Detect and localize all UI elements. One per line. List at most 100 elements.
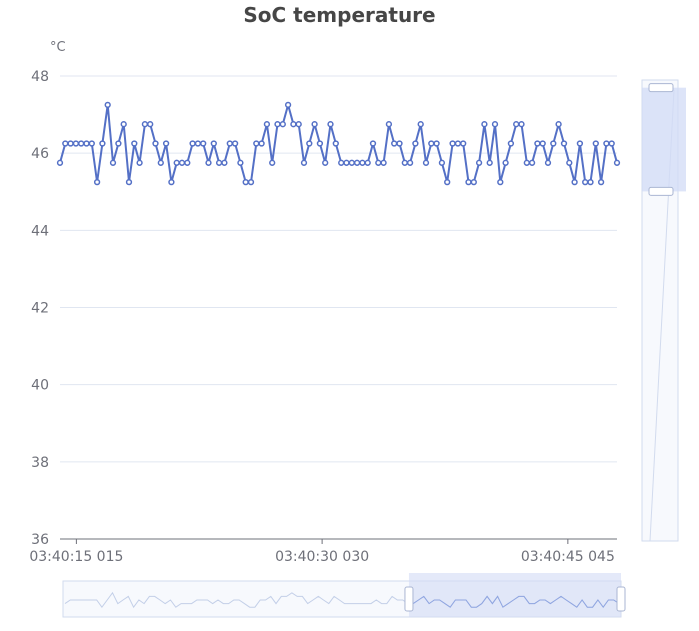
data-point xyxy=(311,121,318,128)
data-point xyxy=(226,140,233,147)
data-point xyxy=(88,140,95,147)
y-tick-label: 48 xyxy=(31,69,49,85)
data-point xyxy=(444,178,451,186)
data-point xyxy=(141,121,149,128)
y-zoom-handle-bottom[interactable] xyxy=(648,186,674,196)
data-point xyxy=(343,159,350,166)
data-point xyxy=(338,159,345,166)
data-point xyxy=(231,140,239,147)
x-tick-label: 03:40:15 015 xyxy=(29,549,123,565)
data-point xyxy=(460,140,467,147)
data-point xyxy=(263,121,271,128)
x-tick-label: 03:40:45 045 xyxy=(521,549,615,565)
data-point xyxy=(470,178,477,186)
data-point xyxy=(136,159,143,166)
data-point xyxy=(125,178,133,186)
data-point xyxy=(131,140,138,147)
data-point xyxy=(465,178,472,186)
data-point xyxy=(72,140,80,147)
data-point xyxy=(555,121,562,128)
chart-title: SoC temperature xyxy=(243,3,436,27)
data-point xyxy=(528,159,536,166)
y-zoom-handle-top[interactable] xyxy=(648,83,674,93)
data-point xyxy=(104,101,111,109)
data-point xyxy=(147,121,154,128)
data-point xyxy=(369,140,377,147)
data-point xyxy=(322,159,329,166)
data-point xyxy=(157,159,164,166)
x-zoom-preview-selected xyxy=(412,595,620,609)
data-point xyxy=(502,159,509,166)
data-point xyxy=(613,159,621,166)
data-point xyxy=(258,140,265,147)
data-point xyxy=(449,140,456,147)
x-zoom-selection[interactable] xyxy=(408,573,621,617)
data-point xyxy=(173,159,180,166)
data-point xyxy=(247,178,255,186)
data-point xyxy=(422,159,430,166)
data-point xyxy=(178,159,186,166)
data-point xyxy=(385,121,393,128)
data-point xyxy=(566,159,573,166)
data-point xyxy=(162,140,170,147)
data-point xyxy=(78,140,85,147)
data-point xyxy=(109,159,117,166)
data-point xyxy=(200,140,207,147)
data-point xyxy=(274,121,281,128)
data-point xyxy=(518,121,525,128)
data-point xyxy=(597,178,605,186)
y-tick-label: 36 xyxy=(31,532,49,548)
data-point xyxy=(221,159,228,166)
data-point xyxy=(571,178,578,186)
y-tick-label: 44 xyxy=(31,223,49,239)
data-point xyxy=(438,159,446,166)
data-point xyxy=(237,159,244,166)
data-point xyxy=(592,140,599,147)
y-tick-label: 40 xyxy=(31,378,49,394)
data-point xyxy=(215,159,223,166)
y-tick-label: 42 xyxy=(31,301,49,317)
data-point xyxy=(486,159,493,166)
data-point xyxy=(417,121,424,128)
data-point xyxy=(306,140,313,147)
data-point xyxy=(62,140,69,147)
data-point xyxy=(120,121,127,128)
data-point xyxy=(428,140,435,147)
data-point xyxy=(152,140,159,147)
data-point xyxy=(513,121,520,128)
data-point xyxy=(364,159,371,166)
data-point xyxy=(194,140,202,147)
data-point xyxy=(99,140,106,147)
data-point xyxy=(539,140,546,147)
data-point xyxy=(300,159,308,166)
data-point xyxy=(284,101,292,109)
data-point xyxy=(168,178,175,186)
data-point xyxy=(210,140,217,147)
data-point xyxy=(295,121,302,128)
data-point xyxy=(327,121,334,128)
data-point xyxy=(189,140,196,147)
x-zoom-handle-start[interactable] xyxy=(404,586,414,612)
data-point xyxy=(184,159,191,166)
data-point xyxy=(375,159,382,166)
data-point xyxy=(406,159,414,166)
data-point xyxy=(491,121,499,128)
data-point xyxy=(454,140,462,147)
data-point xyxy=(534,140,541,147)
x-zoom-handle-end[interactable] xyxy=(616,586,626,612)
data-point xyxy=(401,159,408,166)
data-point xyxy=(582,178,589,186)
data-point xyxy=(242,178,249,186)
data-point xyxy=(359,159,366,166)
data-point xyxy=(279,121,286,128)
data-point xyxy=(115,140,122,147)
data-point xyxy=(316,140,324,147)
data-point xyxy=(497,178,504,186)
y-axis-unit-label: °C xyxy=(50,40,66,55)
y-zoom-selection[interactable] xyxy=(642,87,686,192)
data-point xyxy=(67,140,74,147)
data-point xyxy=(391,140,398,147)
data-point xyxy=(290,121,297,128)
data-point xyxy=(83,140,90,147)
